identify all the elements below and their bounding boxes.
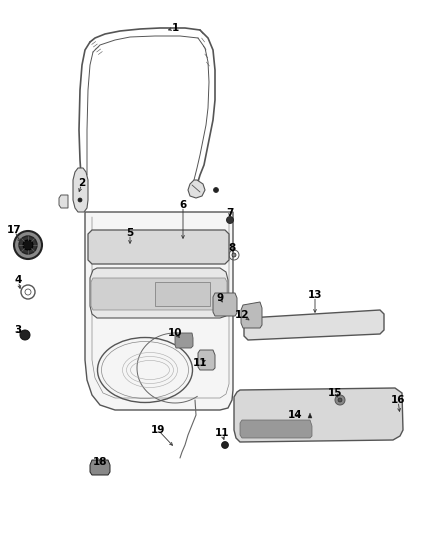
Text: 8: 8 [228, 243, 236, 253]
Polygon shape [234, 388, 403, 442]
Text: 13: 13 [308, 290, 322, 300]
Text: 9: 9 [216, 293, 223, 303]
Text: 12: 12 [235, 310, 249, 320]
Text: 11: 11 [215, 428, 229, 438]
Text: 17: 17 [7, 225, 21, 235]
Polygon shape [85, 212, 233, 410]
Circle shape [335, 395, 345, 405]
Text: 7: 7 [226, 208, 234, 218]
Circle shape [338, 398, 342, 402]
Polygon shape [244, 310, 384, 340]
Polygon shape [91, 278, 227, 310]
Circle shape [23, 240, 33, 250]
Circle shape [222, 302, 228, 308]
Text: 3: 3 [14, 325, 21, 335]
Circle shape [213, 188, 219, 192]
Text: 11: 11 [193, 358, 207, 368]
Text: 4: 4 [14, 275, 22, 285]
Polygon shape [188, 180, 205, 198]
Text: 2: 2 [78, 178, 85, 188]
Text: 16: 16 [391, 395, 405, 405]
Circle shape [216, 302, 222, 308]
Polygon shape [308, 413, 312, 418]
Circle shape [228, 302, 234, 308]
Polygon shape [175, 333, 193, 348]
Text: 19: 19 [151, 425, 165, 435]
Polygon shape [155, 282, 210, 306]
Polygon shape [213, 293, 237, 316]
Text: 18: 18 [93, 457, 107, 467]
Circle shape [14, 231, 42, 259]
Circle shape [20, 330, 30, 340]
Circle shape [177, 242, 189, 254]
Text: 10: 10 [168, 328, 182, 338]
Text: 1: 1 [171, 23, 179, 33]
Polygon shape [73, 168, 88, 212]
Polygon shape [241, 302, 262, 328]
Circle shape [232, 253, 236, 257]
Polygon shape [90, 460, 110, 475]
Circle shape [19, 236, 37, 254]
Polygon shape [240, 420, 312, 438]
Polygon shape [59, 195, 68, 208]
Polygon shape [90, 268, 228, 318]
Polygon shape [88, 230, 229, 264]
Circle shape [78, 198, 82, 202]
Text: 6: 6 [180, 200, 187, 210]
Circle shape [222, 441, 229, 448]
Circle shape [226, 216, 233, 223]
Text: 15: 15 [328, 388, 342, 398]
Text: 5: 5 [127, 228, 134, 238]
Polygon shape [198, 350, 215, 370]
Text: 14: 14 [288, 410, 302, 420]
